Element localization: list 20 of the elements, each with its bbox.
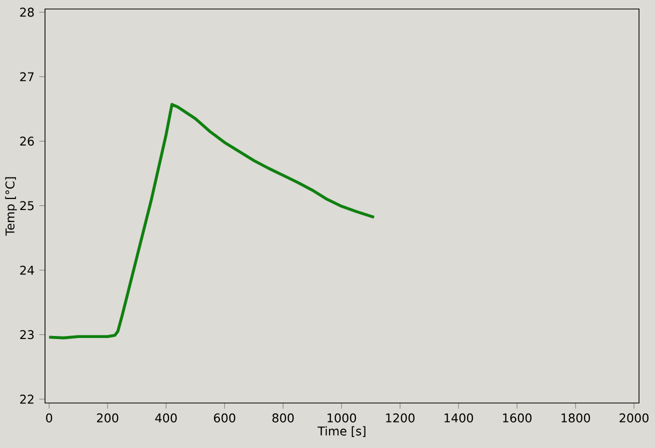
x-tick-label: 600 [214, 413, 236, 422]
y-tick-label: 22 [20, 394, 34, 404]
x-tick-label: 1600 [503, 413, 532, 422]
x-tick-label: 1400 [444, 413, 474, 422]
x-tick-label: 1200 [386, 413, 415, 422]
y-tick-label: 24 [20, 266, 34, 275]
y-axis-title: Temp [°C] [5, 177, 17, 236]
y-tick-label: 27 [20, 72, 34, 82]
y-tick-label: 25 [20, 201, 34, 210]
y-tick-label: 23 [20, 330, 34, 340]
x-tick-label: 1800 [562, 413, 590, 422]
x-axis-title: Time [s] [318, 426, 366, 437]
x-tick-label: 200 [97, 413, 118, 422]
x-tick-label: 0 [46, 413, 52, 422]
x-tick-label: 2000 [620, 413, 648, 422]
y-tick-label: 26 [20, 136, 34, 146]
y-tick-label: 28 [20, 8, 34, 17]
x-tick-label: 800 [272, 413, 294, 422]
x-tick-label: 400 [155, 413, 177, 422]
x-tick-label: 1000 [328, 413, 356, 422]
